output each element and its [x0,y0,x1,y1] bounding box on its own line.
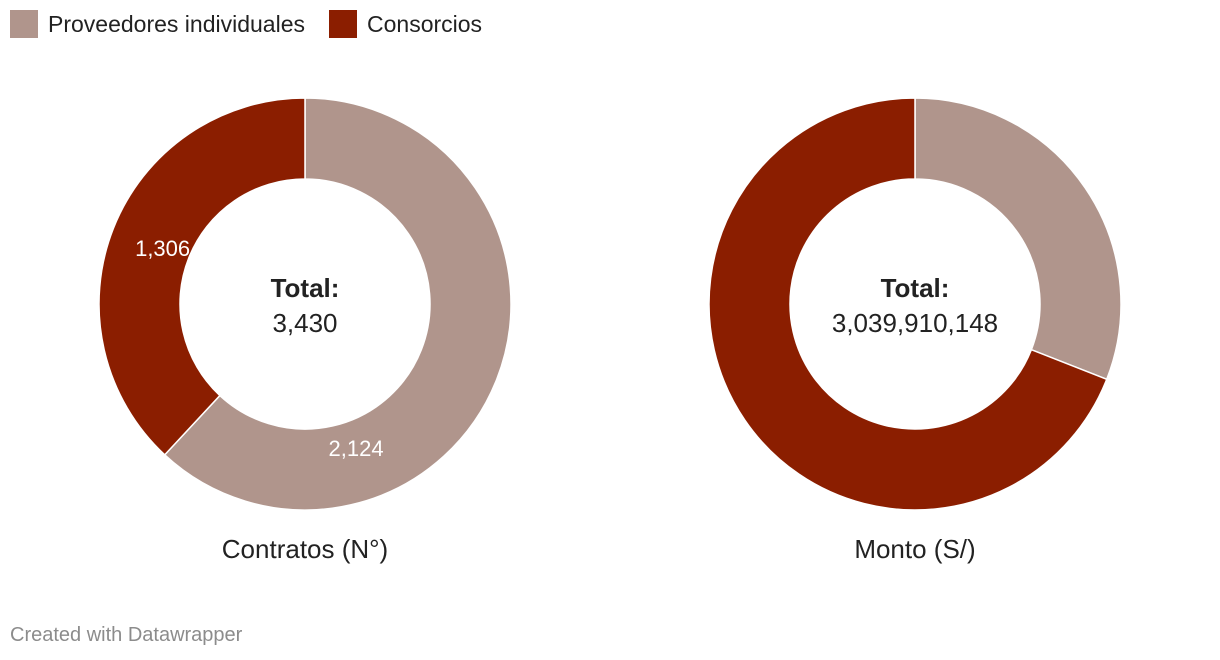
donut-chart-monto: Total: 3,039,910,148 Monto (S/) [708,97,1122,564]
segment-value-label: 1,306 [135,236,190,261]
legend-label-proveedores: Proveedores individuales [48,10,305,37]
legend-item-proveedores: Proveedores individuales [10,10,305,38]
legend-item-consorcios: Consorcios [329,10,482,38]
center-total-value: 3,039,910,148 [832,308,998,338]
center-total-value: 3,430 [272,308,337,338]
legend-swatch-proveedores [10,10,38,38]
donut-chart-contratos: 2,124 1,306 Total: 3,430 Contratos (N°) [98,97,512,564]
legend: Proveedores individuales Consorcios [10,10,506,38]
donut-segment-consorcios [708,97,1108,511]
segment-value-label: 2,124 [329,436,384,461]
legend-label-consorcios: Consorcios [367,10,483,37]
chart-title: Contratos (N°) [222,534,388,564]
donut-segment-proveedores [163,97,512,511]
donut-segment-proveedores [914,97,1122,381]
chart-title: Monto (S/) [854,534,975,564]
center-total-title: Total: [881,273,950,303]
donut-segment-consorcios [98,97,306,456]
footer-credit: Created with Datawrapper [10,624,243,646]
legend-swatch-consorcios [329,10,357,38]
center-total-title: Total: [271,273,340,303]
